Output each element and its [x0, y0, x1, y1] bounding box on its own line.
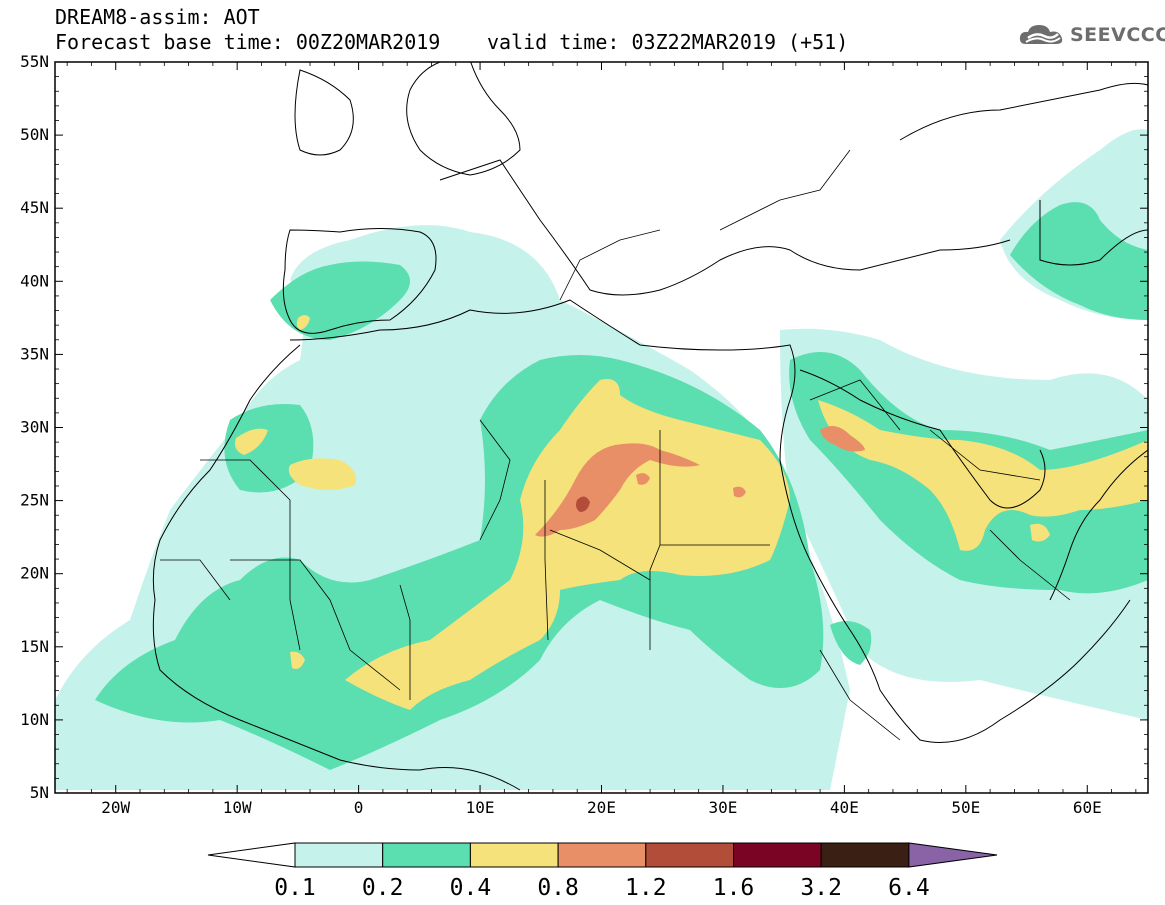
- lat-tick-label: 50N: [20, 125, 49, 144]
- colorbar-label: 0.4: [450, 875, 492, 901]
- colorbar-under-arrow: [207, 842, 296, 868]
- lat-tick-label: 10N: [20, 710, 49, 729]
- aot-band-0.8: [535, 426, 865, 537]
- colorbar-label: 1.6: [713, 875, 755, 901]
- lat-tick-label: 45N: [20, 198, 49, 217]
- colorbar-segment: [820, 842, 910, 868]
- base-time-label: Forecast base time: 00Z20MAR2019: [55, 30, 441, 54]
- colorbar-label: 6.4: [888, 875, 930, 901]
- lon-tick-label: 30E: [708, 798, 737, 817]
- lat-tick-label: 30N: [20, 418, 49, 437]
- lon-tick-label: 50E: [951, 798, 980, 817]
- model-title: DREAM8-assim: AOT: [55, 5, 260, 29]
- coastlines: [152, 62, 1148, 791]
- colorbar-label: 0.1: [274, 875, 316, 901]
- lat-tick-label: 15N: [20, 637, 49, 656]
- logo-text: SEEVCCC: [1070, 24, 1165, 46]
- lon-tick-label: 60E: [1073, 798, 1102, 817]
- seevccc-logo: SEEVCCC: [1018, 22, 1165, 48]
- lat-tick-label: 55N: [20, 52, 49, 71]
- colorbar-label: 0.2: [362, 875, 404, 901]
- lat-tick-label: 35N: [20, 344, 49, 363]
- lon-tick-label: 20W: [101, 798, 130, 817]
- lat-tick-label: 20N: [20, 564, 49, 583]
- lon-tick-label: 0: [354, 798, 364, 817]
- lon-tick-label: 10W: [223, 798, 252, 817]
- colorbar-segment: [382, 842, 471, 868]
- aot-contours: [55, 129, 1148, 791]
- colorbar-over-arrow: [908, 842, 998, 868]
- cloud-icon: [1019, 25, 1063, 44]
- country-borders: [160, 149, 1071, 741]
- longitude-axis: 20W 10W 0 10E 20E 30E 40E 50E 60E: [66, 62, 1137, 817]
- colorbar-label: 0.8: [537, 875, 579, 901]
- colorbar-segment: [469, 842, 559, 868]
- colorbar-segment: [557, 842, 647, 868]
- lon-tick-label: 40E: [830, 798, 859, 817]
- colorbar: 0.1 0.2 0.4 0.8 1.2 1.6 3.2 6.4: [207, 842, 998, 901]
- colorbar-segment: [733, 842, 822, 868]
- colorbar-label: 3.2: [800, 875, 842, 901]
- colorbar-segment: [294, 842, 384, 868]
- colorbar-label: 1.2: [625, 875, 667, 901]
- colorbar-segment: [645, 842, 734, 868]
- lat-tick-label: 40N: [20, 271, 49, 290]
- aot-band-1.2: [576, 496, 590, 512]
- valid-time-label: valid time: 03Z22MAR2019 (+51): [487, 30, 849, 54]
- lon-tick-label: 10E: [466, 798, 495, 817]
- lat-tick-label: 5N: [30, 783, 49, 802]
- lat-tick-label: 25N: [20, 491, 49, 510]
- latitude-axis: 55N 50N 45N 40N 35N 30N 25N 20N 15N 10N 5N: [20, 52, 1148, 802]
- lon-tick-label: 20E: [587, 798, 616, 817]
